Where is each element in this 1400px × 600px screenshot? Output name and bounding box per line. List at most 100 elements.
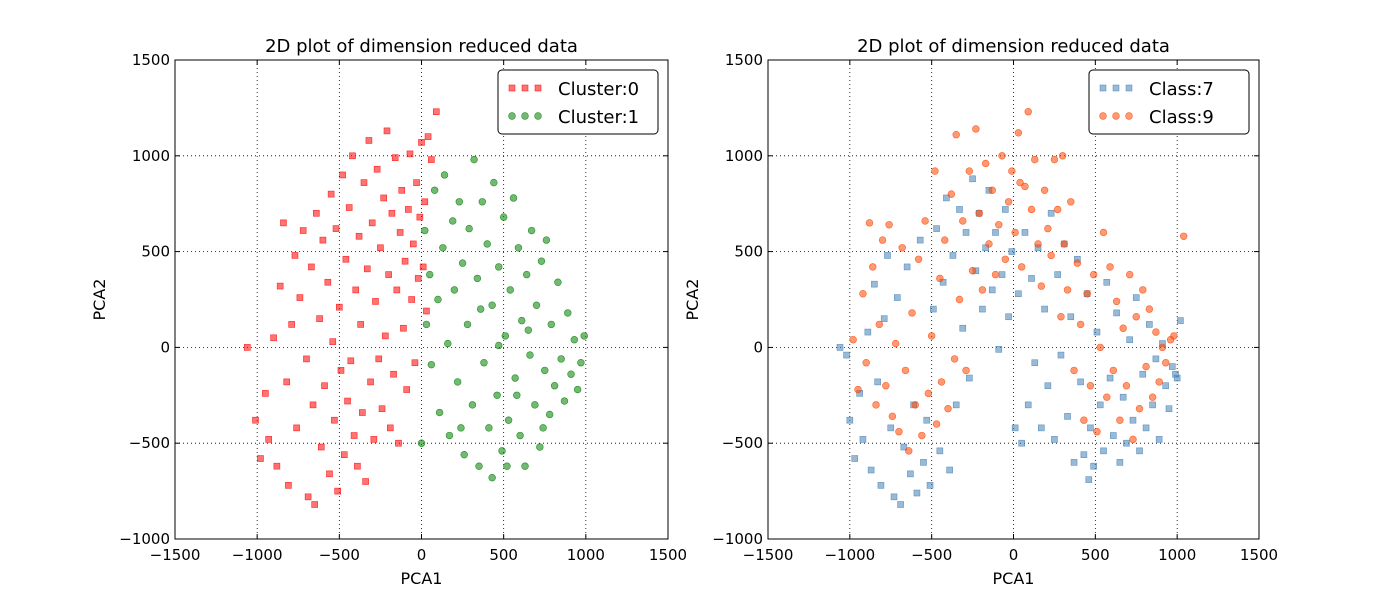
data-point	[403, 386, 411, 393]
data-point	[276, 282, 284, 290]
data-point	[304, 493, 312, 501]
data-point	[470, 155, 478, 164]
data-point	[903, 263, 911, 271]
data-point	[308, 263, 315, 271]
series-cluster-0	[244, 108, 440, 508]
data-point	[1122, 382, 1131, 390]
y-axis-label: PCA2	[90, 279, 109, 321]
data-point	[875, 320, 883, 329]
data-point	[518, 316, 526, 325]
data-point	[921, 217, 929, 225]
data-point	[532, 301, 541, 309]
data-point	[884, 252, 891, 259]
data-point	[526, 351, 534, 359]
data-point	[362, 478, 369, 485]
x-tick-label: 500	[489, 546, 518, 564]
y-tick-label: 0	[160, 338, 170, 356]
data-point	[280, 219, 287, 227]
series-class-9	[849, 108, 1188, 455]
data-point	[871, 280, 878, 288]
data-point	[897, 501, 904, 508]
data-point	[1170, 332, 1178, 340]
data-point	[1168, 363, 1176, 370]
data-point	[498, 447, 506, 455]
data-point	[460, 450, 468, 459]
y-tick-label: 1000	[725, 147, 763, 165]
data-point	[933, 225, 940, 232]
data-point	[1041, 305, 1048, 313]
data-point	[542, 236, 551, 244]
data-point	[877, 482, 885, 489]
data-point	[1028, 275, 1035, 282]
data-point	[564, 309, 572, 317]
data-point	[313, 209, 320, 217]
data-point	[1027, 205, 1036, 214]
y-tick-label: 1500	[725, 51, 763, 69]
data-point	[1148, 393, 1157, 401]
x-tick-label: 1500	[649, 546, 687, 564]
data-point	[1106, 374, 1114, 382]
data-point	[995, 221, 1003, 229]
data-points	[244, 108, 588, 508]
data-point	[503, 462, 511, 470]
data-point	[435, 408, 444, 417]
legend-marker	[521, 112, 529, 120]
data-point	[955, 295, 964, 304]
legend-marker	[508, 112, 516, 120]
data-point	[941, 236, 949, 244]
legend-marker	[1099, 112, 1107, 120]
data-point	[1011, 424, 1019, 432]
data-point	[1040, 186, 1049, 194]
data-point	[923, 416, 931, 424]
data-point	[296, 294, 304, 301]
data-point	[937, 378, 946, 386]
data-point	[385, 271, 392, 278]
data-point	[423, 307, 430, 315]
data-point	[1011, 228, 1019, 237]
data-point	[913, 489, 921, 497]
x-tick-label: −1500	[150, 546, 201, 564]
data-point	[1142, 362, 1150, 371]
data-point	[1038, 424, 1045, 432]
legend-marker	[1099, 84, 1107, 92]
data-point	[501, 332, 510, 340]
data-point	[947, 190, 956, 198]
data-point	[262, 390, 269, 397]
data-point	[334, 487, 341, 495]
data-point	[432, 108, 440, 116]
data-point	[1165, 405, 1173, 413]
y-tick-label: 1000	[132, 147, 170, 165]
data-point	[998, 271, 1006, 278]
data-point	[1080, 451, 1088, 458]
data-point	[1083, 290, 1091, 298]
y-tick-label: 0	[753, 338, 763, 356]
data-point	[878, 236, 887, 244]
data-point	[1136, 447, 1143, 455]
data-point	[1132, 294, 1140, 301]
data-point	[1070, 459, 1078, 466]
data-point	[956, 206, 963, 213]
data-point	[1129, 435, 1137, 444]
data-point	[1008, 167, 1016, 175]
legend-marker	[1112, 84, 1120, 92]
data-point	[363, 265, 371, 273]
data-point	[895, 428, 903, 436]
data-point	[991, 270, 1000, 279]
data-point	[473, 274, 482, 283]
data-point	[419, 263, 427, 271]
data-point	[331, 416, 338, 424]
data-point	[1155, 436, 1163, 443]
data-points	[836, 108, 1188, 508]
data-point	[414, 275, 422, 282]
data-point	[265, 436, 272, 443]
data-point	[1139, 370, 1147, 378]
data-point	[859, 436, 867, 443]
data-point	[1123, 439, 1130, 447]
data-point	[409, 240, 417, 248]
data-point	[339, 171, 346, 179]
data-point	[293, 424, 300, 432]
data-point	[337, 367, 345, 374]
data-point	[920, 459, 927, 466]
data-point	[455, 198, 463, 206]
x-tick-label: 1000	[567, 546, 605, 564]
